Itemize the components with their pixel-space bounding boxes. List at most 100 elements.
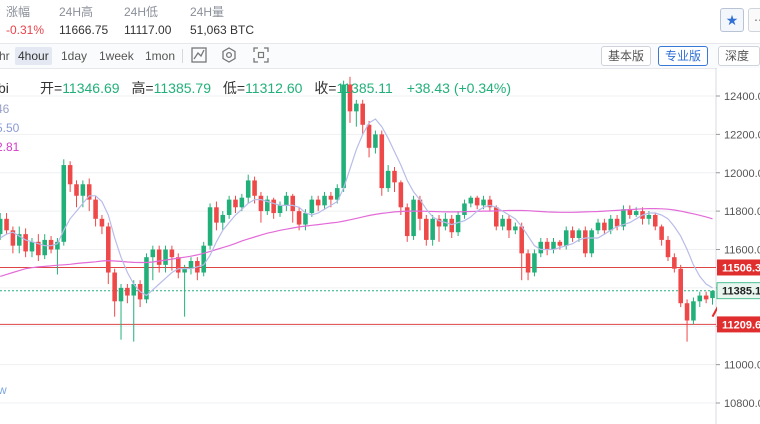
ohlc-legend: 开=11346.69 高=11385.79 低=11312.60 收=11385…	[40, 80, 511, 96]
fullscreen-icon[interactable]	[252, 47, 270, 65]
candle-body-20	[125, 287, 130, 296]
candle-body-23	[144, 257, 149, 300]
close-value: 11385.11	[337, 80, 394, 96]
candle-body-112	[710, 290, 715, 299]
chart-toolbar: hr 4hour 1day 1week 1mon 基本版 专业版 深度图	[0, 43, 760, 81]
candle-body-91	[576, 230, 582, 238]
candle-body-13	[80, 184, 86, 196]
candle-body-69	[436, 218, 442, 227]
open-value: 11346.69	[62, 80, 120, 96]
candle-body-60	[379, 134, 385, 189]
timeframe-1day[interactable]: 1day	[61, 49, 88, 63]
level-tag-0	[717, 259, 760, 276]
settings-gear-icon[interactable]	[220, 47, 238, 65]
candle-body-39	[245, 180, 251, 198]
candle-body-96	[608, 218, 614, 231]
candle-body-107	[678, 268, 683, 304]
depth-chart-button[interactable]: 深度图	[718, 46, 760, 81]
candle-body-17	[106, 226, 111, 273]
stat-24h-low: 24H低 11117.00	[124, 4, 171, 38]
timeframe-hr[interactable]: hr	[0, 49, 10, 63]
candle-body-16	[99, 218, 105, 227]
axis-tick-label-10800: 10800.00	[724, 398, 760, 410]
level-tag-1	[717, 316, 760, 333]
candle-body-53	[334, 188, 340, 200]
stat-24h-high-value: 11666.75	[59, 23, 109, 37]
candle-body-90	[570, 230, 575, 238]
candle-body-77	[487, 199, 493, 208]
axis-tick-label-11800: 11800.00	[724, 206, 760, 218]
stat-change-value: -0.31%	[6, 23, 45, 37]
candle-body-111	[703, 295, 709, 300]
stat-24h-volume-label: 24H量	[190, 5, 225, 19]
candle-body-19	[118, 287, 124, 302]
high-label: 高=	[131, 80, 153, 96]
candle-body-103	[652, 214, 658, 227]
candle-body-44	[277, 205, 283, 214]
version-pro-button[interactable]: 专业版	[658, 46, 709, 66]
timeframe-4hour[interactable]: 4hour	[15, 47, 52, 65]
ma-legend-1: 46	[0, 102, 10, 116]
close-label: 收=	[314, 80, 336, 96]
more-options-icon[interactable]: ⋯	[748, 8, 760, 32]
candle-body-18	[112, 272, 117, 302]
candle-body-64	[404, 207, 410, 237]
candle-body-9	[55, 241, 60, 250]
candle-body-58	[366, 124, 372, 148]
candle-body-6	[36, 241, 41, 256]
open-label: 开=	[40, 80, 62, 96]
candle-body-94	[595, 222, 601, 231]
candle-body-105	[665, 239, 671, 258]
candle-body-21	[131, 284, 137, 296]
timeframe-1week[interactable]: 1week	[99, 49, 134, 63]
candle-body-32	[201, 245, 206, 273]
candle-body-10	[61, 165, 67, 242]
candle-body-48	[303, 213, 308, 225]
low-label: 低=	[223, 80, 245, 96]
watermark-fragment: w	[0, 383, 7, 397]
level-tag-label-0: 11506.3	[722, 262, 760, 274]
candle-body-3	[16, 234, 22, 246]
candle-body-79	[500, 218, 505, 227]
price-axis: 10800.0011000.0011200.0011400.0011600.00…	[716, 68, 760, 424]
candle-body-56	[354, 103, 359, 112]
candle-body-86	[544, 241, 550, 250]
candle-body-47	[296, 211, 302, 225]
candle-body-4	[23, 234, 28, 252]
candle-body-49	[309, 199, 315, 214]
candle-body-95	[602, 222, 607, 231]
candle-body-24	[150, 249, 156, 258]
candle-body-102	[646, 214, 652, 219]
candle-body-7	[42, 239, 47, 256]
candle-body-35	[220, 214, 226, 223]
version-basic-button[interactable]: 基本版	[601, 46, 652, 66]
candle-body-59	[373, 134, 378, 148]
axis-tick-label-12200: 12200.00	[724, 129, 760, 141]
candle-body-104	[659, 226, 664, 240]
candle-body-2	[10, 230, 16, 246]
candle-body-25	[156, 249, 162, 265]
chart-type-icon[interactable]	[190, 47, 208, 65]
stat-24h-high-label: 24H高	[59, 5, 94, 19]
candle-body-109	[691, 301, 696, 321]
candlestick-chart[interactable]: 10800.0011000.0011200.0011400.0011600.00…	[0, 68, 760, 424]
timeframe-1mon[interactable]: 1mon	[145, 49, 176, 63]
candle-body-0	[0, 218, 3, 235]
support-resistance-lines	[0, 266, 716, 325]
candle-body-81	[513, 226, 518, 231]
candle-body-100	[633, 211, 639, 215]
candle-body-85	[538, 241, 544, 254]
candle-body-80	[506, 218, 512, 231]
candle-body-14	[86, 184, 92, 200]
axis-tick-label-12000: 12000.00	[724, 168, 760, 180]
axis-tick-label-11600: 11600.00	[724, 245, 760, 257]
change-value: +38.43 (+0.34%)	[407, 80, 511, 96]
symbol-fragment: bi	[0, 80, 9, 96]
ma-legend-3: 2.81	[0, 140, 20, 154]
candle-body-99	[627, 209, 633, 215]
candle-body-33	[207, 207, 213, 246]
favorite-star-icon[interactable]: ★	[720, 8, 744, 32]
candle-body-92	[583, 230, 588, 254]
ma-slow-line	[0, 208, 713, 277]
candle-body-38	[239, 197, 245, 208]
